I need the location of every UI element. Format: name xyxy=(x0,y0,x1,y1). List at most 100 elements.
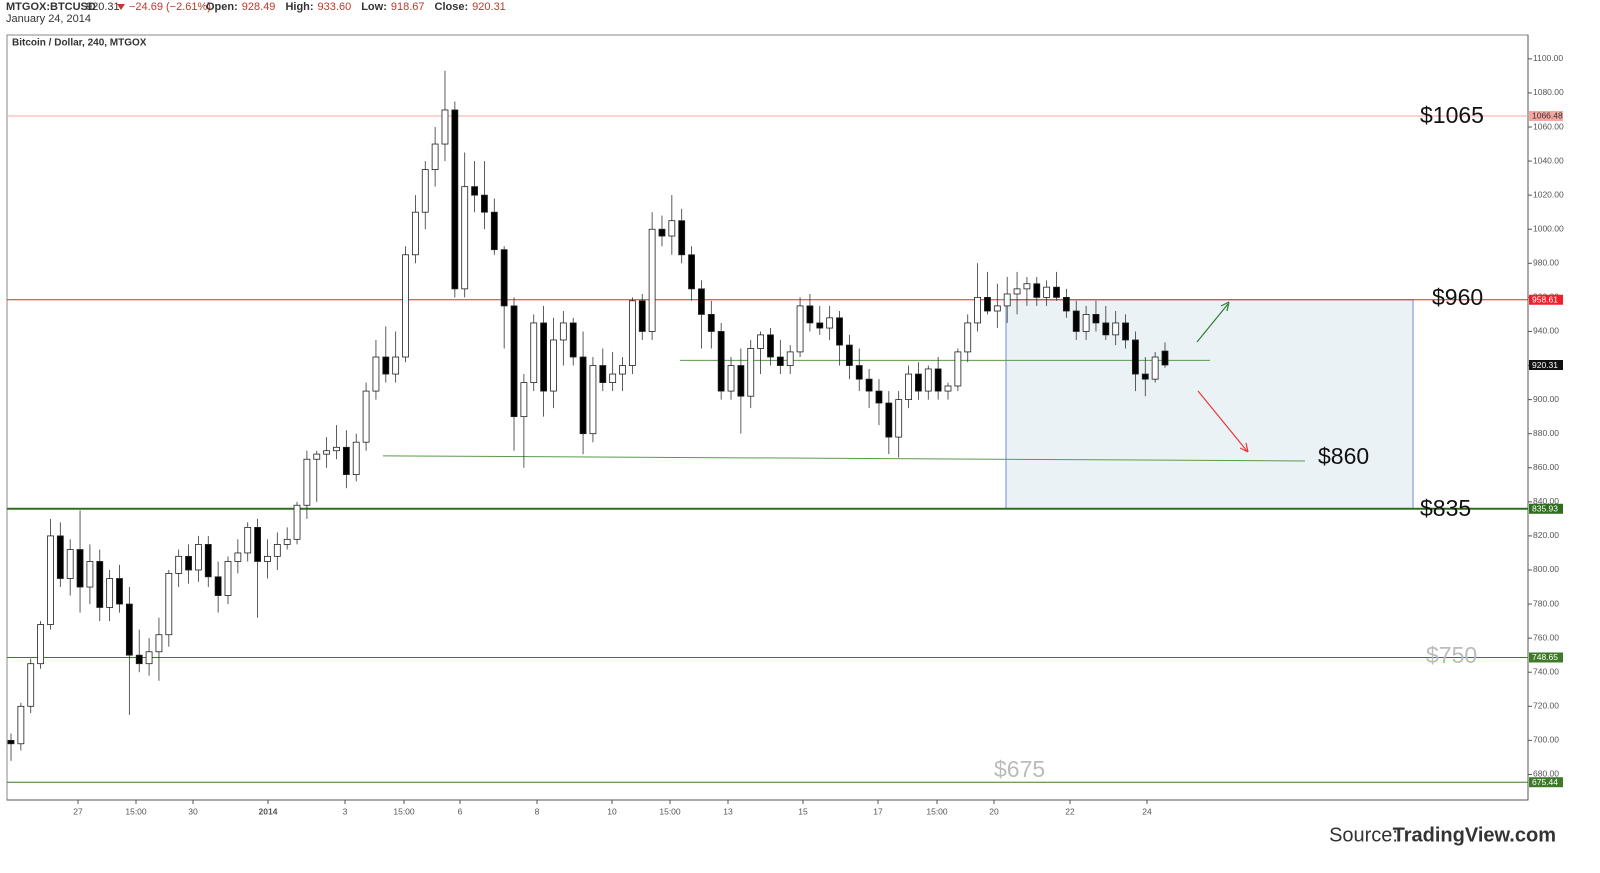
candle-body xyxy=(1141,373,1149,380)
candle-body xyxy=(875,390,883,404)
level-tag xyxy=(1529,110,1563,121)
candle-body xyxy=(569,322,577,358)
candle-body xyxy=(17,705,25,745)
candle-body xyxy=(954,351,962,387)
candle-body xyxy=(559,322,567,341)
candle-body xyxy=(175,555,183,574)
candle-body xyxy=(1033,283,1041,298)
candle-body xyxy=(1062,296,1070,312)
candle-body xyxy=(500,249,508,307)
ohlc-label: Open: xyxy=(206,1,238,13)
x-tick-label: 15:00 xyxy=(125,806,147,816)
candle-body xyxy=(717,331,725,392)
ohlc-label: Close: xyxy=(435,1,469,13)
down-arrow xyxy=(1197,390,1248,452)
candle-body xyxy=(96,561,104,608)
candle-body xyxy=(264,555,271,562)
candle-body xyxy=(1161,350,1169,366)
candle-body xyxy=(707,314,715,332)
candle-body xyxy=(254,526,261,562)
candle-body xyxy=(993,305,1001,312)
candle-body xyxy=(658,228,666,237)
x-tick-label: 13 xyxy=(723,806,733,816)
candle-body xyxy=(283,538,291,545)
x-tick-label: 3 xyxy=(343,806,348,816)
y-tick-label: 680.00 xyxy=(1533,769,1559,779)
y-tick-label: 1000.00 xyxy=(1533,223,1564,233)
candle-body xyxy=(628,300,636,366)
candle-body xyxy=(816,322,824,329)
candle-body xyxy=(944,385,952,392)
y-tick-label: 800.00 xyxy=(1533,564,1559,574)
candle-body xyxy=(273,544,281,557)
candle-body xyxy=(1132,339,1139,375)
last-price-tag xyxy=(1529,360,1563,371)
candle-body xyxy=(1082,314,1090,332)
change: −24.69 (−2.61%) xyxy=(129,1,211,13)
candle-body xyxy=(1072,310,1080,332)
x-tick-label: 30 xyxy=(188,806,198,816)
candle-body xyxy=(865,378,873,392)
candle-body xyxy=(984,296,991,312)
y-tick-label: 820.00 xyxy=(1533,530,1559,540)
last-price-label: 920.31 xyxy=(1532,360,1558,370)
candle-body xyxy=(579,356,587,435)
candle-body xyxy=(481,194,488,213)
candle-body xyxy=(698,288,705,315)
symbol: MTGOX:BTCUSD xyxy=(6,1,96,13)
y-tick-label: 980.00 xyxy=(1533,258,1559,268)
candle-body xyxy=(776,356,784,366)
y-tick-label: 780.00 xyxy=(1533,598,1559,608)
candle-body xyxy=(204,544,212,578)
candle-body xyxy=(924,368,932,392)
candle-body xyxy=(1112,322,1120,336)
level-tag xyxy=(1529,294,1563,305)
candle-body xyxy=(86,561,94,588)
x-tick-label: 15 xyxy=(798,806,808,816)
candle-body xyxy=(125,603,133,656)
candle-body xyxy=(688,254,695,290)
candle-body xyxy=(905,373,912,401)
up-arrow-head xyxy=(1220,301,1230,312)
candle-body xyxy=(165,572,173,636)
candle-body xyxy=(490,211,498,251)
candle-body xyxy=(1122,322,1129,341)
candle-body xyxy=(786,351,794,366)
candle-body xyxy=(964,322,972,353)
level-tag-label: 958.61 xyxy=(1532,295,1558,305)
x-tick-label: 15:00 xyxy=(393,806,415,816)
x-tick-label: 2014 xyxy=(259,806,278,816)
candle-body xyxy=(648,228,656,332)
down-arrow-head xyxy=(1239,442,1249,453)
candle-body xyxy=(352,441,360,475)
candle-body xyxy=(303,458,311,506)
candle-body xyxy=(609,373,617,383)
y-tick-label: 740.00 xyxy=(1533,666,1559,676)
level-tag-label: 835.93 xyxy=(1532,504,1558,514)
candle-body xyxy=(1053,286,1060,298)
candle-body xyxy=(411,211,419,256)
candle-body xyxy=(195,544,202,571)
x-tick-label: 15:00 xyxy=(659,806,681,816)
ohlc-value: 918.67 xyxy=(391,1,425,13)
candle-body xyxy=(806,305,814,324)
level-tag-label: 675.44 xyxy=(1532,777,1558,787)
candle-body xyxy=(293,504,301,540)
price: 920.31 xyxy=(86,1,120,13)
y-tick-label: 1100.00 xyxy=(1533,53,1563,63)
candle-body xyxy=(244,526,252,554)
candle-body xyxy=(974,296,981,324)
y-tick-label: 1040.00 xyxy=(1533,155,1564,165)
candle-body xyxy=(66,549,74,579)
candle-body xyxy=(214,576,222,596)
x-tick-label: 10 xyxy=(607,806,617,816)
candle-body xyxy=(747,348,755,397)
ohlc-value: 928.49 xyxy=(242,1,276,13)
y-tick-label: 760.00 xyxy=(1533,632,1559,642)
candle-body xyxy=(1092,314,1100,324)
candle-body xyxy=(678,220,686,256)
candle-body xyxy=(1102,322,1110,336)
ohlc-value: 920.31 xyxy=(472,1,506,13)
candle-body xyxy=(520,382,528,418)
price-annotation: $675 xyxy=(994,756,1045,782)
